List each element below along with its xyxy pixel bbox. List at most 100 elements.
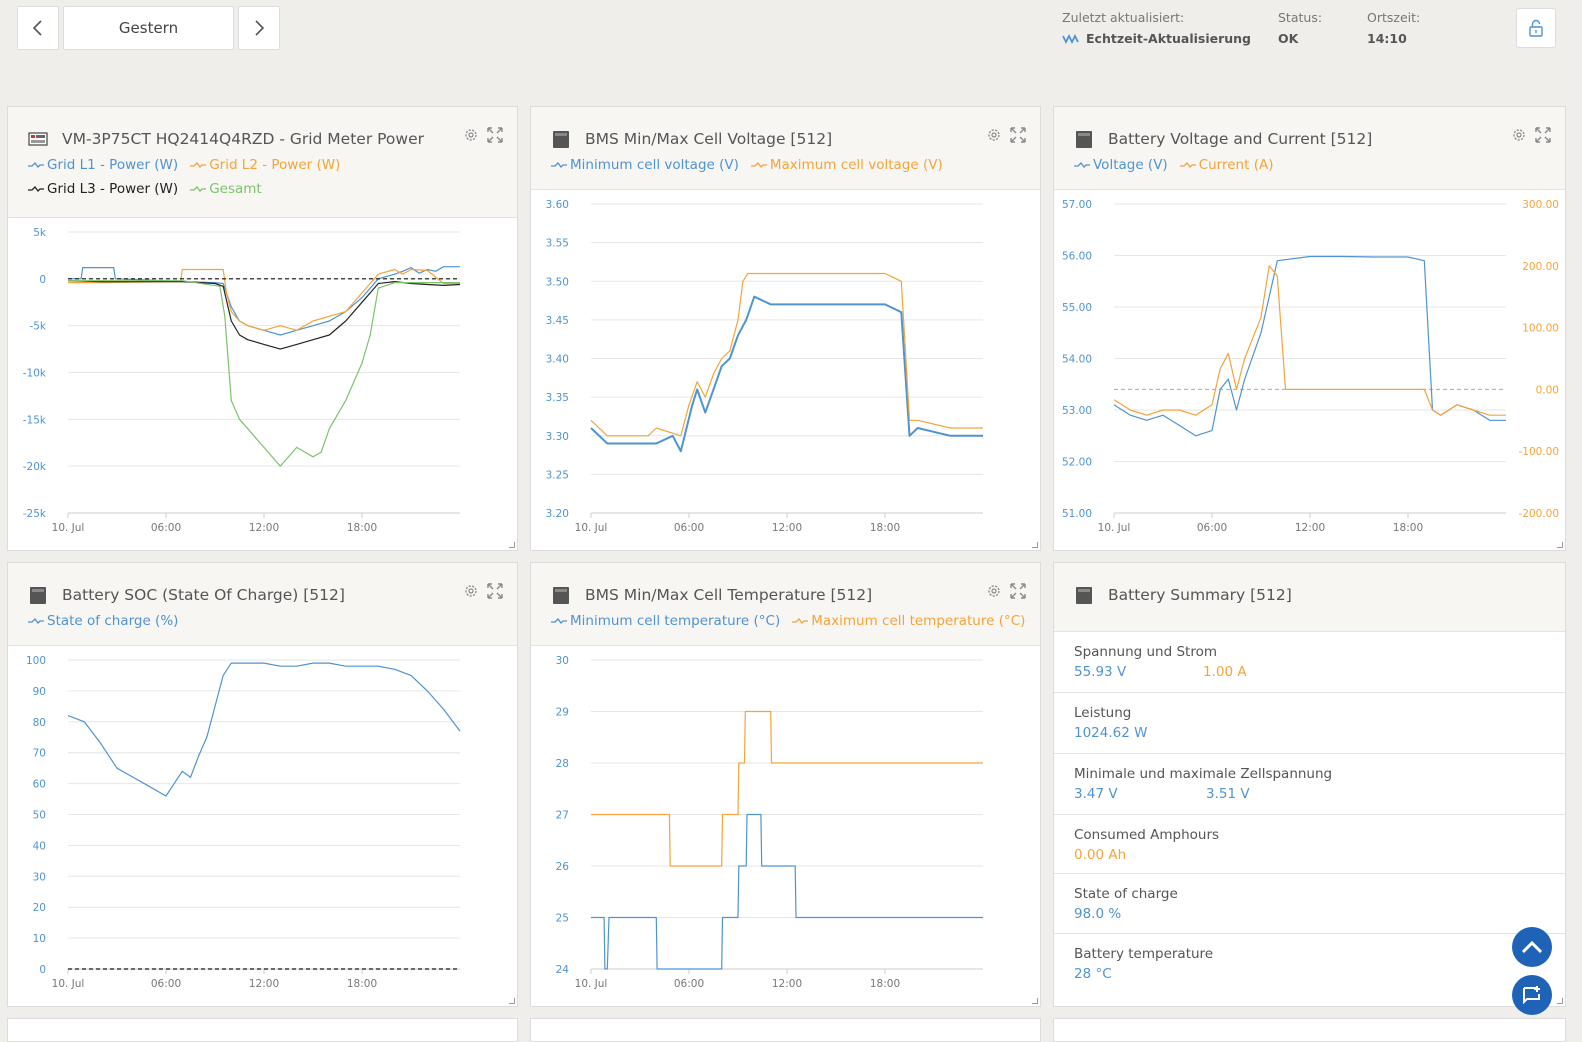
summary-max-cell-value: 3.51 V [1206,786,1250,802]
widget-header: BMS Min/Max Cell Temperature [512] Minim… [531,563,1040,646]
summary-row-voltage-current: Spannung und Strom 55.93 V 1.00 A [1054,632,1565,693]
resize-handle[interactable] [509,542,515,548]
status-block: Status: OK [1278,10,1322,46]
summary-row-cell-voltage: Minimale und maximale Zellspannung 3.47 … [1054,754,1565,815]
legend-item-max-cell-voltage[interactable]: Maximum cell voltage (V) [750,157,943,173]
y2-tick-label: 300.00 [1522,199,1559,211]
x-tick-label: 18:00 [870,978,900,990]
grid-meter-power-chart[interactable]: 5k 0 -5k -10k -15k -20k -25k 10. Jul 06:00 12:00 1… [8,217,519,550]
resize-handle[interactable] [1032,998,1038,1004]
x-tick-label: 18:00 [870,522,900,534]
y-tick-label: 3.55 [546,238,569,250]
date-selector-button[interactable]: Gestern [63,6,234,50]
legend-item-grid-l3[interactable]: Grid L3 - Power (W) [28,181,178,197]
local-time-value: 14:10 [1367,31,1407,46]
widget-header: BMS Min/Max Cell Voltage [512] Minimum c… [531,107,1040,190]
gear-icon[interactable] [986,583,1002,599]
widget-title: Battery Summary [512] [1108,586,1292,604]
expand-icon[interactable] [1010,127,1026,143]
battery-voltage-current-widget: Battery Voltage and Current [512] Voltag… [1053,106,1566,551]
x-tick-label: 10. Jul [575,522,608,534]
widget-title: Battery Voltage and Current [512] [1108,130,1373,148]
gear-icon[interactable] [986,127,1002,143]
legend-item-voltage[interactable]: Voltage (V) [1074,157,1168,173]
expand-icon[interactable] [487,583,503,599]
legend-line-icon [792,618,809,624]
series-line [1113,255,1506,437]
y-tick-label: 3.60 [546,199,569,211]
widget-header: VM-3P75CT HQ2414Q4RZD - Grid Meter Power… [8,107,517,218]
x-tick-label: 10. Jul [52,522,85,534]
y-tick-label: -20k [23,461,47,473]
lock-button[interactable] [1516,8,1556,48]
resize-handle[interactable] [1032,542,1038,548]
chart-legend: Minimum cell voltage (V) Maximum cell vo… [551,151,1031,183]
legend-line-icon [551,618,567,624]
x-tick-label: 06:00 [151,978,181,990]
legend-item-min-cell-voltage[interactable]: Minimum cell voltage (V) [551,157,739,173]
legend-item-min-cell-temp[interactable]: Minimum cell temperature (°C) [551,613,780,629]
legend-item-soc[interactable]: State of charge (%) [28,613,178,629]
battery-voltage-current-chart[interactable]: 51.00 52.00 53.00 54.00 55.00 56.00 57.00 -200.… [1054,189,1567,550]
legend-item-grid-l2[interactable]: Grid L2 - Power (W) [190,157,340,173]
battery-summary-widget: Battery Summary [512] Spannung und Strom… [1053,562,1566,1007]
x-tick-label: 12:00 [772,978,802,990]
expand-icon[interactable] [487,127,503,143]
y-tick-label: 27 [556,810,569,822]
battery-soc-chart[interactable]: 0 10 20 30 40 50 60 70 80 90 100 10. Jul 06:00 12:00 1… [8,645,519,1006]
last-updated-label: Zuletzt aktualisiert: [1062,10,1185,25]
y-tick-label: -25k [23,508,47,520]
y-tick-label: 25 [556,913,569,925]
y-tick-label: 54.00 [1062,354,1092,366]
scroll-to-top-button[interactable] [1512,927,1552,967]
widget-partial [1053,1018,1566,1042]
gear-icon[interactable] [463,583,479,599]
x-tick-label: 06:00 [1197,522,1227,534]
y-tick-label: 28 [556,758,569,770]
legend-line-icon [28,618,44,624]
legend-item-current[interactable]: Current (A) [1179,157,1273,173]
series-line [67,662,461,797]
resize-handle[interactable] [1557,542,1563,548]
summary-voltage-value: 55.93 V [1074,664,1127,680]
legend-item-max-cell-temp[interactable]: Maximum cell temperature (°C) [792,613,1025,629]
legend-item-grid-l1[interactable]: Grid L1 - Power (W) [28,157,178,173]
battery-device-icon [1076,131,1092,148]
series-line [68,280,460,467]
resize-handle[interactable] [509,998,515,1004]
y-tick-label: -5k [29,321,46,333]
battery-soc-widget: Battery SOC (State Of Charge) [512] Stat… [7,562,518,1007]
expand-icon[interactable] [1535,127,1551,143]
previous-day-button[interactable] [17,6,59,50]
gear-icon[interactable] [463,127,479,143]
status-value: OK [1278,31,1299,46]
y-tick-label: 20 [33,902,46,914]
x-tick-label: 10. Jul [52,978,85,990]
y-tick-label: 10 [33,933,46,945]
cell-voltage-chart[interactable]: 3.20 3.25 3.30 3.35 3.40 3.45 3.50 3.55 3.60 10. … [531,189,1042,550]
y-tick-label: 29 [556,707,569,719]
summary-current-value: 1.00 A [1203,664,1247,680]
y-tick-label: 100 [26,655,46,667]
y2-tick-label: 200.00 [1522,261,1559,273]
resize-handle[interactable] [1557,998,1563,1004]
chevron-right-icon [255,20,265,36]
y-tick-label: 3.50 [546,276,569,288]
series-line [1113,265,1506,416]
chart-legend: Minimum cell temperature (°C) Maximum ce… [551,607,1031,639]
summary-row-consumed-ah: Consumed Amphours 0.00 Ah [1054,815,1565,874]
next-day-button[interactable] [238,6,280,50]
series-line [591,813,983,970]
y-tick-label: 55.00 [1062,302,1092,314]
widget-header: Battery Voltage and Current [512] Voltag… [1054,107,1565,190]
feedback-button[interactable] [1512,975,1552,1015]
gear-icon[interactable] [1511,127,1527,143]
legend-item-gesamt[interactable]: Gesamt [190,181,262,197]
expand-icon[interactable] [1010,583,1026,599]
x-tick-label: 06:00 [674,522,704,534]
y-tick-label: 5k [33,227,47,239]
widget-partial [530,1018,1041,1042]
y-tick-label: 30 [556,655,569,667]
cell-temperature-chart[interactable]: 24 25 26 27 28 29 30 10. Jul 06:00 12:00 18:00 [531,645,1042,1006]
y-tick-label: 3.20 [546,508,569,520]
